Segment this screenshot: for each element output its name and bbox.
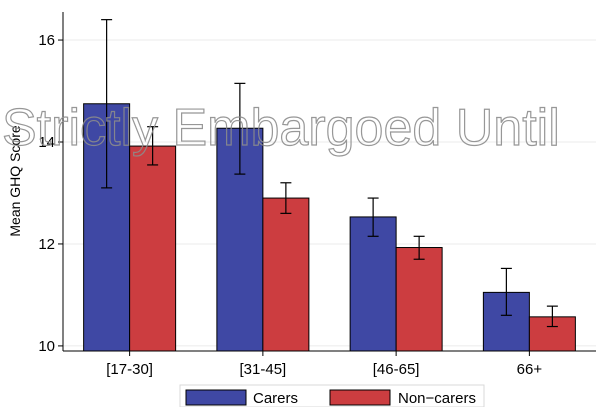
y-tick-label: 16 [38,32,55,49]
legend-swatch-carers [185,389,247,406]
x-tick-label: [31-45] [240,361,287,378]
bar [129,145,177,352]
bar [349,216,397,352]
y-axis-ticks: 10 12 14 16 [38,32,63,355]
x-axis-ticks: [17-30] [31-45] [46-65] 66+ [106,351,542,378]
bar [262,197,310,352]
x-tick-label: 66+ [517,361,543,378]
legend: Carers Non−carers [179,384,485,407]
legend-swatch-non-carers [329,389,391,406]
x-tick-label: [46-65] [373,361,420,378]
y-tick-label: 10 [38,338,55,355]
x-tick-label: [17-30] [106,361,153,378]
legend-label-non-carers: Non−carers [398,390,476,407]
error-bars [101,19,558,328]
y-tick-label: 12 [38,236,55,253]
watermark-text: Strictly Embargoed Until [2,99,560,157]
y-tick-label: 14 [38,134,55,151]
legend-label-carers: Carers [253,390,298,407]
y-axis-label: Mean GHQ Score [7,125,23,236]
bar [395,247,443,352]
